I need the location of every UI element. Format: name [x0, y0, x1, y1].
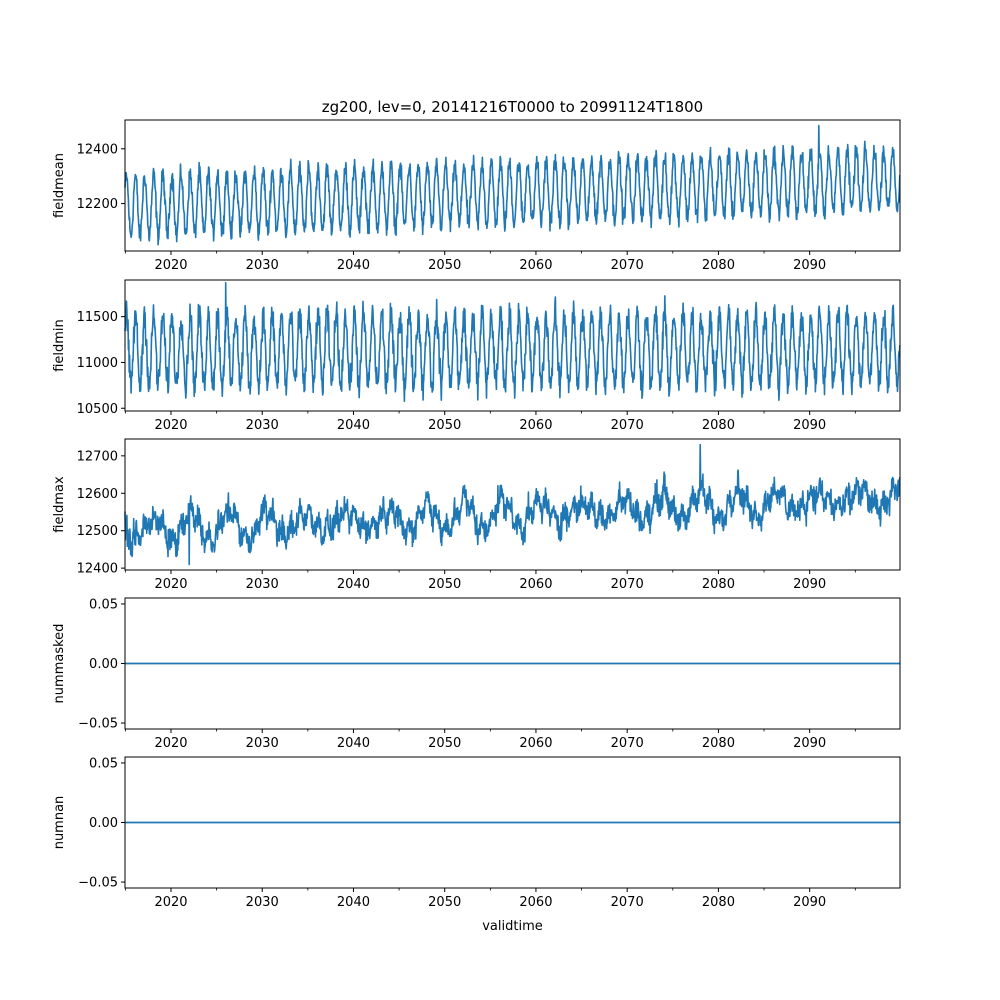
x-tick-label: 2080 [702, 577, 735, 592]
subplots: 2020 2030 2040 2050 2060 2070 2080 2090 12200 124… [52, 119, 901, 910]
subplot-fieldmean: 2020 2030 2040 2050 2060 2070 2080 2090 12200 124… [52, 119, 901, 273]
axes-frame [124, 279, 901, 412]
x-tick-label: 2050 [428, 895, 461, 910]
x-tick-label: 2060 [519, 418, 552, 433]
x-tick-label: 2020 [154, 418, 187, 433]
subplot-fieldmax: 2020 2030 2040 2050 2060 2070 2080 2090 12400 125… [52, 438, 901, 592]
y-tick-label: 0.05 [89, 597, 118, 612]
x-tick-label: 2090 [793, 418, 826, 433]
x-tick-label: 2050 [428, 736, 461, 751]
y-tick-label: 12200 [77, 197, 118, 212]
x-tick-label: 2090 [793, 577, 826, 592]
x-tick-label: 2040 [337, 736, 370, 751]
x-tick-label: 2050 [428, 577, 461, 592]
x-tick-label: 2040 [337, 577, 370, 592]
x-tick-label: 2040 [337, 418, 370, 433]
y-axis-label: nummasked [52, 624, 67, 704]
subplot-nummasked: 2020 2030 2040 2050 2060 2070 2080 2090 −0.05 0.0… [52, 597, 901, 751]
axes-frame [124, 119, 901, 252]
x-tick-label: 2080 [702, 895, 735, 910]
y-tick-label: 12600 [77, 487, 118, 502]
x-tick-label: 2070 [611, 895, 644, 910]
x-tick-label: 2020 [154, 577, 187, 592]
x-tick-label: 2090 [793, 258, 826, 273]
y-tick-label: 11500 [77, 310, 118, 325]
y-axis-label: fieldmin [52, 319, 67, 372]
axes-frame [124, 438, 901, 571]
x-tick-label: 2030 [246, 736, 279, 751]
x-tick-label: 2030 [246, 418, 279, 433]
y-axis-label: fieldmax [52, 476, 67, 533]
x-tick-label: 2060 [519, 577, 552, 592]
x-tick-label: 2050 [428, 258, 461, 273]
series-line-fieldmean [124, 124, 901, 246]
x-tick-label: 2080 [702, 418, 735, 433]
y-tick-label: −0.05 [78, 876, 118, 891]
x-tick-label: 2060 [519, 895, 552, 910]
x-tick-label: 2070 [611, 258, 644, 273]
x-axis-label: validtime [482, 919, 543, 934]
y-tick-label: 0.00 [89, 657, 118, 672]
y-tick-label: 0.00 [89, 816, 118, 831]
y-tick-label: 12400 [77, 142, 118, 157]
x-tick-label: 2080 [702, 736, 735, 751]
y-axis-label: numnan [52, 796, 67, 850]
y-tick-label: 10500 [77, 402, 118, 417]
y-tick-label: 12500 [77, 524, 118, 539]
x-tick-label: 2070 [611, 418, 644, 433]
subplot-fieldmin: 2020 2030 2040 2050 2060 2070 2080 2090 10500 110… [52, 279, 901, 433]
x-tick-label: 2090 [793, 736, 826, 751]
y-tick-label: 12700 [77, 449, 118, 464]
x-tick-label: 2030 [246, 577, 279, 592]
x-tick-label: 2040 [337, 895, 370, 910]
x-tick-label: 2020 [154, 736, 187, 751]
x-tick-label: 2080 [702, 258, 735, 273]
y-tick-label: 11000 [77, 356, 118, 371]
x-tick-label: 2090 [793, 895, 826, 910]
y-tick-label: 12400 [77, 562, 118, 577]
x-tick-label: 2060 [519, 258, 552, 273]
y-tick-label: −0.05 [78, 717, 118, 732]
y-axis-label: fieldmean [52, 153, 67, 218]
x-tick-label: 2050 [428, 418, 461, 433]
x-tick-label: 2030 [246, 258, 279, 273]
series-line-fieldmin [124, 281, 901, 403]
x-tick-label: 2020 [154, 258, 187, 273]
x-tick-label: 2030 [246, 895, 279, 910]
series-line-fieldmax [124, 443, 901, 566]
subplot-numnan: 2020 2030 2040 2050 2060 2070 2080 2090 −0.05 0.0… [52, 756, 901, 910]
chart-title: zg200, lev=0, 20141216T0000 to 20991124T… [322, 98, 703, 116]
x-tick-label: 2060 [519, 736, 552, 751]
x-tick-label: 2020 [154, 895, 187, 910]
x-tick-label: 2070 [611, 577, 644, 592]
x-tick-label: 2070 [611, 736, 644, 751]
x-tick-label: 2040 [337, 258, 370, 273]
y-tick-label: 0.05 [89, 756, 118, 771]
